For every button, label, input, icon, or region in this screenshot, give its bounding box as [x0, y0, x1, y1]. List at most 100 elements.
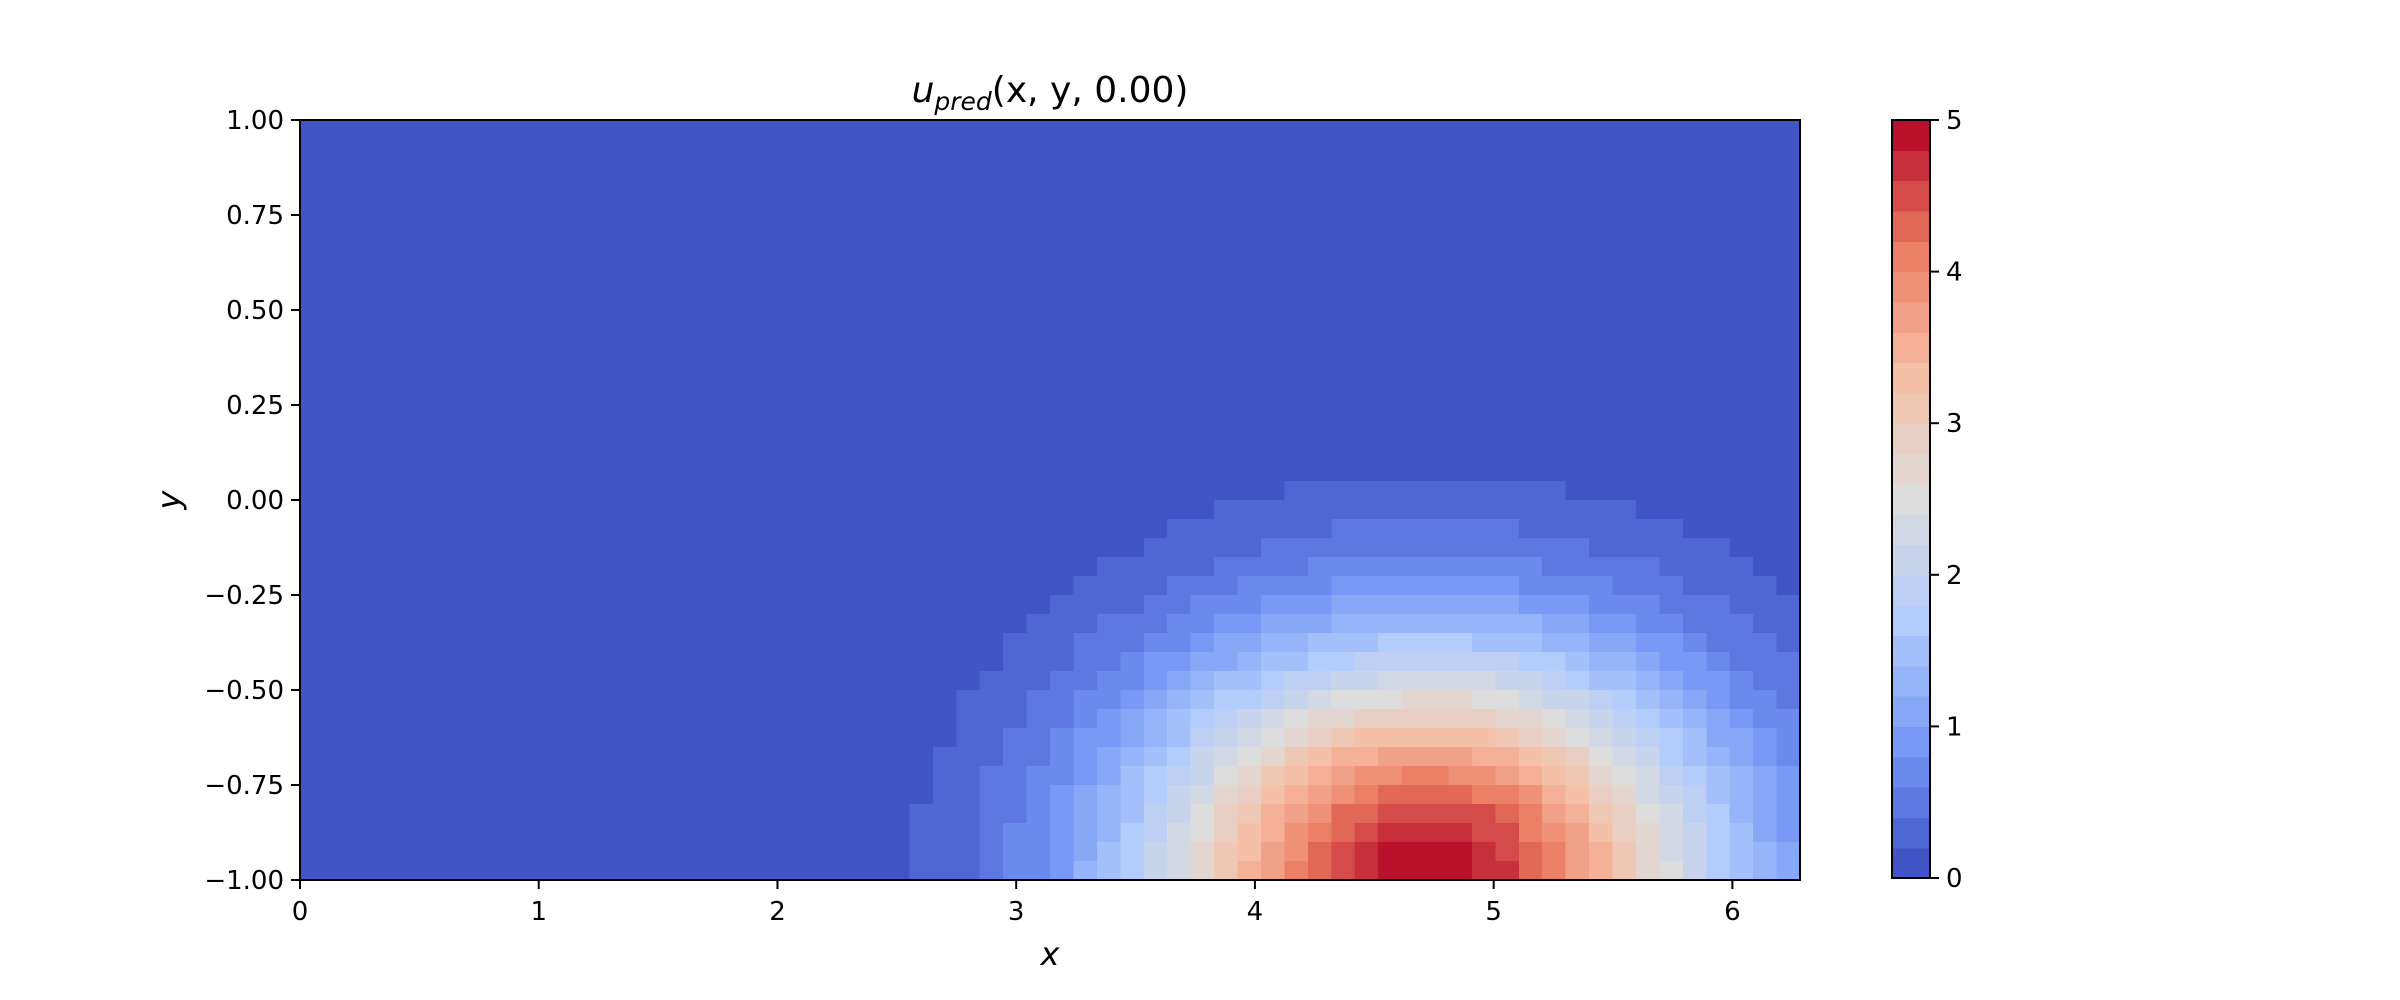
heatmap-cell: [1471, 291, 1496, 311]
heatmap-cell: [651, 405, 676, 425]
heatmap-cell: [346, 367, 371, 387]
heatmap-cell: [1073, 310, 1098, 330]
heatmap-cell: [1729, 196, 1754, 216]
heatmap-cell: [346, 671, 371, 691]
heatmap-cell: [1659, 728, 1684, 748]
heatmap-cell: [323, 747, 348, 767]
x-tick-label: 3: [1008, 897, 1025, 927]
heatmap-cell: [721, 576, 746, 596]
heatmap-cell: [885, 272, 910, 292]
heatmap-cell: [1659, 861, 1684, 881]
heatmap-cell: [1682, 424, 1707, 444]
heatmap-cell: [370, 120, 395, 140]
heatmap-cell: [1659, 652, 1684, 672]
heatmap-cell: [628, 405, 653, 425]
heatmap-cell: [862, 652, 887, 672]
heatmap-cell: [1425, 557, 1450, 577]
heatmap-cell: [417, 367, 442, 387]
heatmap-cell: [1378, 196, 1403, 216]
heatmap-cell: [1354, 196, 1379, 216]
heatmap-cell: [651, 481, 676, 501]
heatmap-cell: [1401, 823, 1426, 843]
colorbar-tick-label: 2: [1946, 561, 1963, 591]
heatmap-cell: [815, 595, 840, 615]
heatmap-cell: [346, 329, 371, 349]
heatmap-cell: [651, 386, 676, 406]
heatmap-cell: [1237, 424, 1262, 444]
heatmap-cell: [1190, 386, 1215, 406]
heatmap-cell: [651, 310, 676, 330]
heatmap-cell: [1776, 595, 1801, 615]
heatmap-cell: [932, 348, 957, 368]
heatmap-cell: [1378, 633, 1403, 653]
heatmap-cell: [1776, 329, 1801, 349]
heatmap-cell: [1729, 120, 1754, 140]
heatmap-cell: [1425, 443, 1450, 463]
heatmap-cell: [1214, 481, 1239, 501]
heatmap-cell: [417, 747, 442, 767]
heatmap-cell: [1260, 386, 1285, 406]
heatmap-cell: [956, 557, 981, 577]
heatmap-cell: [417, 329, 442, 349]
heatmap-cell: [464, 120, 489, 140]
heatmap-cell: [370, 633, 395, 653]
heatmap-cell: [1307, 557, 1332, 577]
heatmap-cell: [792, 443, 817, 463]
heatmap-cell: [1167, 386, 1192, 406]
heatmap-cell: [1190, 823, 1215, 843]
heatmap-cell: [1589, 462, 1614, 482]
heatmap-cell: [1542, 443, 1567, 463]
heatmap-cell: [1167, 196, 1192, 216]
heatmap-cell: [1729, 690, 1754, 710]
heatmap-cell: [1565, 367, 1590, 387]
heatmap-cell: [557, 481, 582, 501]
heatmap-cell: [1612, 291, 1637, 311]
heatmap-cell: [1659, 177, 1684, 197]
heatmap-cell: [1471, 329, 1496, 349]
heatmap-cell: [909, 671, 934, 691]
heatmap-cell: [839, 272, 864, 292]
heatmap-cell: [1425, 842, 1450, 862]
heatmap-cell: [956, 519, 981, 539]
heatmap-cell: [628, 158, 653, 178]
heatmap-cell: [1753, 842, 1778, 862]
heatmap-cell: [1729, 766, 1754, 786]
heatmap-cell: [885, 861, 910, 881]
colorbar-tick-label: 0: [1946, 864, 1963, 894]
heatmap-cell: [487, 405, 512, 425]
heatmap-cell: [1659, 234, 1684, 254]
heatmap-cell: [909, 861, 934, 881]
heatmap-cell: [1331, 861, 1356, 881]
heatmap-cell: [745, 405, 770, 425]
heatmap-cell: [1237, 234, 1262, 254]
heatmap-cell: [651, 652, 676, 672]
heatmap-cell: [792, 842, 817, 862]
heatmap-cell: [417, 766, 442, 786]
heatmap-cell: [1050, 614, 1075, 634]
heatmap-cell: [1378, 462, 1403, 482]
heatmap-cell: [346, 842, 371, 862]
heatmap-cell: [815, 671, 840, 691]
heatmap-cell: [1776, 557, 1801, 577]
heatmap-cell: [815, 804, 840, 824]
heatmap-cell: [346, 481, 371, 501]
heatmap-cell: [1659, 424, 1684, 444]
heatmap-cell: [628, 690, 653, 710]
heatmap-cell: [1495, 443, 1520, 463]
heatmap-cell: [1635, 709, 1660, 729]
heatmap-cell: [768, 633, 793, 653]
heatmap-cell: [1260, 576, 1285, 596]
colorbar-band: [1892, 574, 1930, 606]
heatmap-cell: [1354, 785, 1379, 805]
heatmap-cell: [1565, 747, 1590, 767]
heatmap-cell: [815, 462, 840, 482]
heatmap-cell: [979, 272, 1004, 292]
heatmap-cell: [815, 481, 840, 501]
heatmap-cell: [1471, 595, 1496, 615]
heatmap-cell: [510, 652, 535, 672]
heatmap-cell: [721, 633, 746, 653]
heatmap-cell: [370, 253, 395, 273]
heatmap-cell: [464, 177, 489, 197]
heatmap-cell: [1050, 766, 1075, 786]
heatmap-cell: [1096, 367, 1121, 387]
